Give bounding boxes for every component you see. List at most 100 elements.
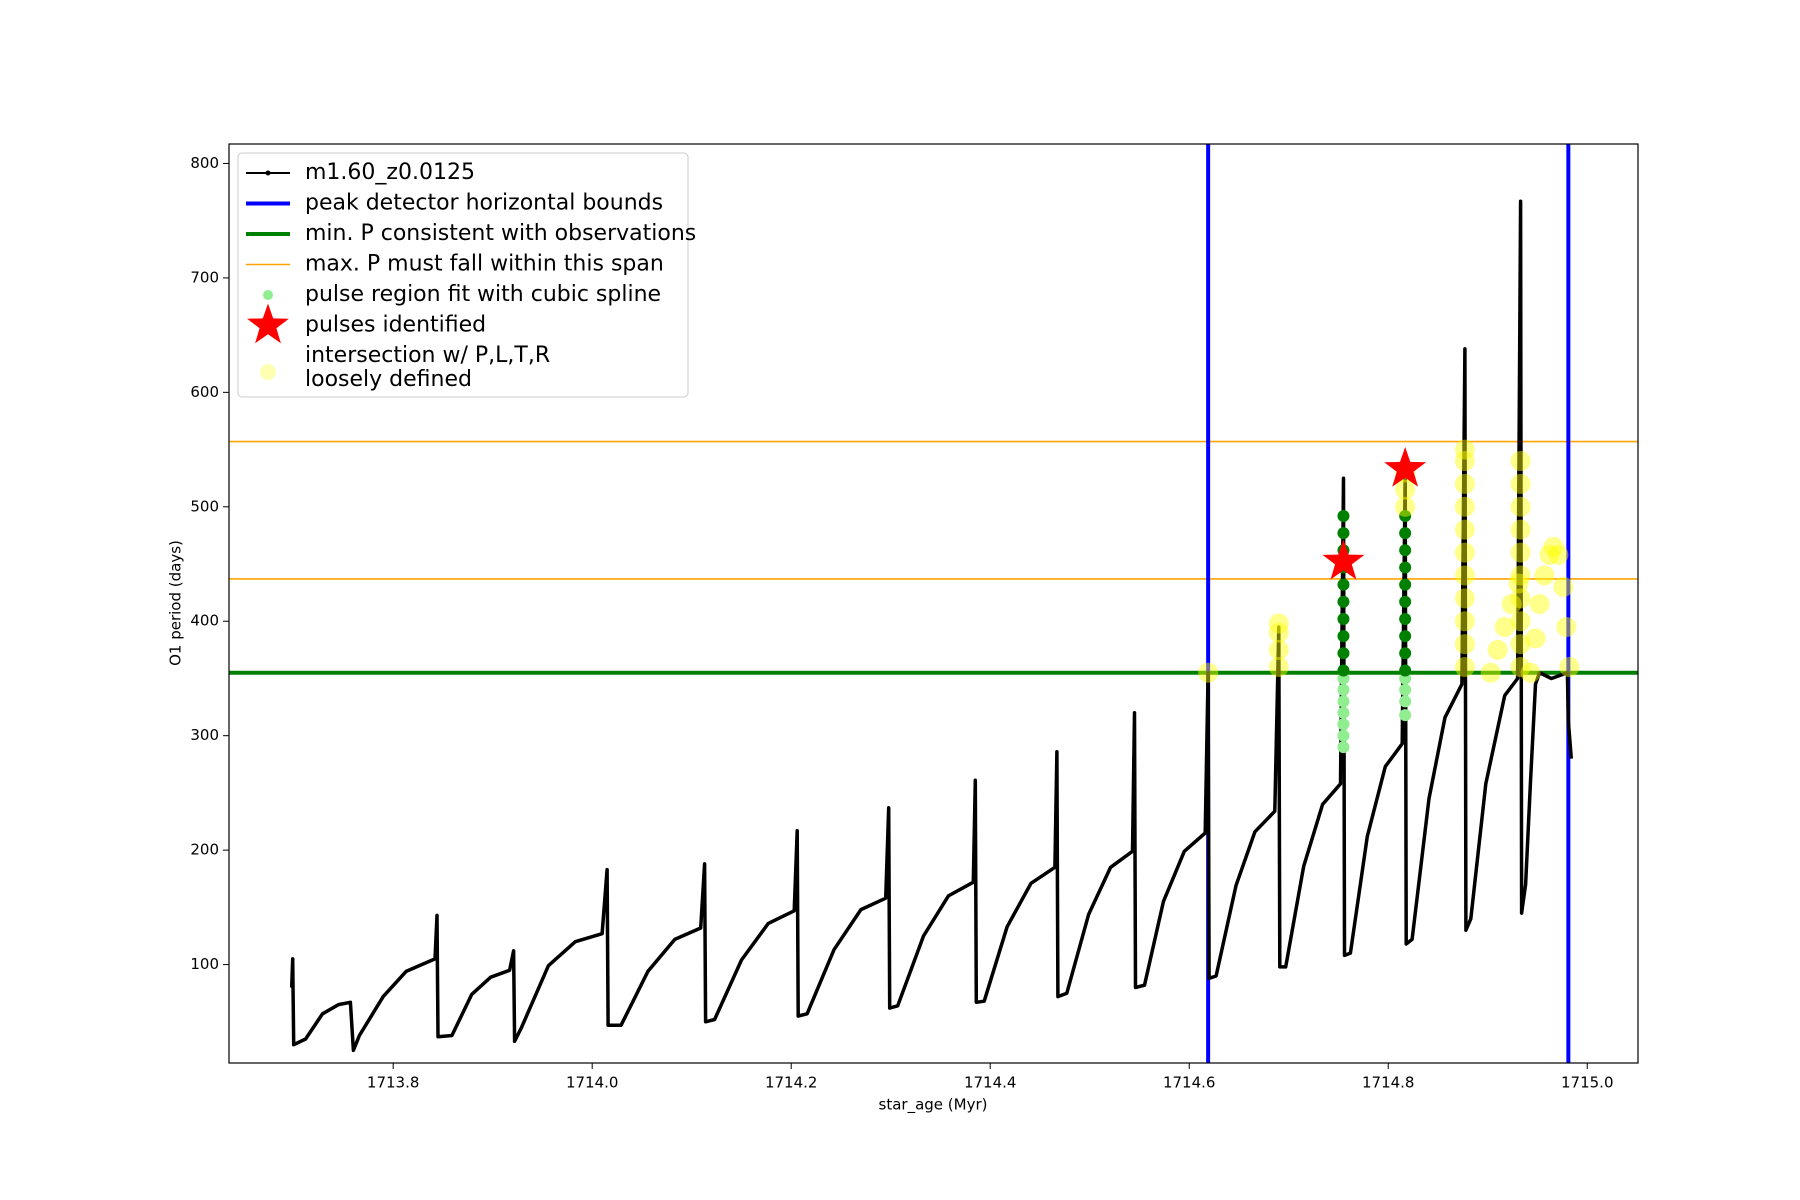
point — [1337, 527, 1350, 540]
point — [1534, 565, 1555, 586]
point — [1399, 647, 1412, 660]
point — [1454, 496, 1475, 517]
x-axis-label: star_age (Myr) — [879, 1096, 988, 1115]
point — [1337, 647, 1350, 660]
point — [1268, 622, 1289, 643]
point — [1454, 439, 1475, 460]
point — [1337, 664, 1350, 677]
point — [1337, 683, 1350, 696]
point — [1337, 706, 1350, 719]
point — [1395, 496, 1416, 517]
plot-area — [229, 144, 1638, 1063]
point — [1198, 662, 1219, 683]
legend-label: m1.60_z0.0125 — [305, 160, 475, 185]
point — [1556, 616, 1577, 637]
point — [1510, 473, 1531, 494]
y-tick-label: 400 — [190, 612, 219, 630]
point — [1454, 657, 1475, 678]
x-tick-label: 1715.0 — [1561, 1074, 1614, 1092]
point — [1520, 662, 1541, 683]
point — [1337, 741, 1350, 754]
point — [1487, 639, 1508, 660]
y-tick-label: 800 — [190, 154, 219, 172]
x-tick-label: 1714.0 — [566, 1074, 619, 1092]
point — [1399, 683, 1412, 696]
point — [1539, 544, 1560, 565]
point — [1454, 473, 1475, 494]
point — [1510, 542, 1531, 563]
axes-frame — [228, 143, 1639, 1064]
point — [1337, 695, 1350, 708]
point — [1337, 578, 1350, 591]
y-tick-label: 300 — [190, 726, 219, 744]
point — [1553, 576, 1574, 597]
x-tick-label: 1714.2 — [765, 1074, 818, 1092]
point — [1399, 595, 1412, 608]
axes: 1713.8 1714.0 1714.2 1714.4 1714.6 1714.8 1715… — [190, 154, 1613, 1092]
x-tick-label: 1714.4 — [964, 1074, 1017, 1092]
point — [1399, 612, 1412, 625]
legend-label: loosely defined — [305, 367, 472, 392]
point — [1268, 613, 1289, 634]
point — [1510, 519, 1531, 540]
point — [1529, 594, 1550, 615]
y-tick-label: 100 — [190, 955, 219, 973]
legend-handle — [260, 364, 276, 380]
point — [1454, 634, 1475, 655]
point — [1494, 616, 1515, 637]
legend-label: intersection w/ P,L,T,R — [305, 343, 550, 368]
star-marker — [1322, 539, 1365, 580]
point — [1510, 657, 1531, 678]
point — [1337, 595, 1350, 608]
legend-handle — [263, 290, 273, 300]
point — [1510, 588, 1531, 609]
legend-handle — [247, 303, 289, 344]
legend-label: peak detector horizontal bounds — [305, 191, 663, 216]
point — [1337, 729, 1350, 742]
y-tick-label: 700 — [190, 268, 219, 286]
y-tick-label: 200 — [190, 841, 219, 859]
y-tick-label: 600 — [190, 383, 219, 401]
point — [1454, 588, 1475, 609]
point — [1337, 612, 1350, 625]
x-tick-label: 1714.8 — [1362, 1074, 1415, 1092]
point — [1480, 662, 1501, 683]
point — [1510, 496, 1531, 517]
point — [1525, 628, 1546, 649]
point — [1399, 544, 1412, 557]
point — [1510, 634, 1531, 655]
legend-label: min. P consistent with observations — [305, 221, 696, 246]
point — [1399, 664, 1412, 677]
point — [1337, 509, 1350, 522]
legend-label: max. P must fall within this span — [305, 252, 664, 277]
point — [1508, 573, 1529, 594]
point — [1337, 718, 1350, 731]
point — [1510, 611, 1531, 632]
point — [1399, 695, 1412, 708]
point — [1454, 451, 1475, 472]
point — [1454, 565, 1475, 586]
point — [1454, 519, 1475, 540]
point — [1337, 630, 1350, 643]
point — [1559, 657, 1580, 678]
point — [1399, 578, 1412, 591]
point — [1399, 630, 1412, 643]
x-tick-label: 1713.8 — [367, 1074, 420, 1092]
legend-handle — [265, 170, 271, 176]
point — [1399, 561, 1412, 574]
y-tick-label: 500 — [190, 497, 219, 515]
legend-box — [237, 152, 689, 398]
point — [1268, 657, 1289, 678]
point — [1548, 544, 1569, 565]
point — [1510, 451, 1531, 472]
star-marker — [1384, 447, 1427, 487]
legend-label: pulse region fit with cubic spline — [305, 282, 661, 307]
point — [1399, 509, 1412, 522]
point — [1510, 565, 1531, 586]
y-axis-label: O1 period (days) — [167, 540, 185, 666]
x-tick-label: 1714.6 — [1163, 1074, 1216, 1092]
point — [1501, 594, 1522, 615]
